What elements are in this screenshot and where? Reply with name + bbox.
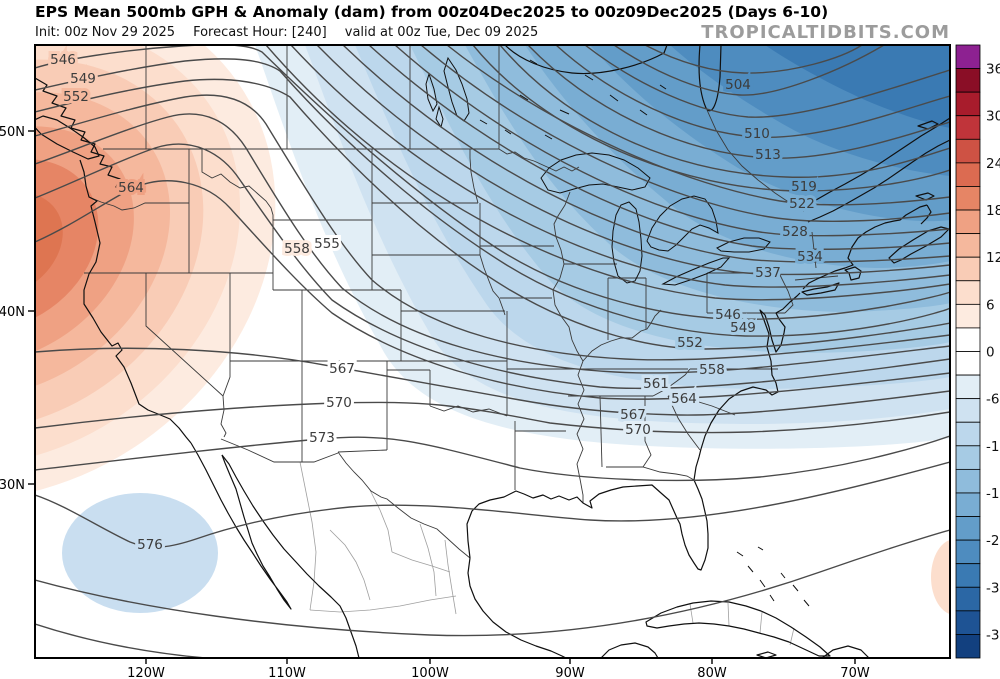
colorbar-tick-label: -36 bbox=[986, 627, 1000, 643]
contour-label: 564 bbox=[118, 180, 144, 196]
contour-label: 567 bbox=[620, 407, 646, 423]
contour-label: 558 bbox=[699, 362, 725, 378]
contour-label: 552 bbox=[677, 335, 703, 351]
colorbar-cell bbox=[955, 209, 981, 235]
colorbar-cell bbox=[955, 138, 981, 164]
positive-anomaly-shading bbox=[35, 45, 950, 615]
contour-label: 573 bbox=[309, 430, 335, 446]
colorbar-cell bbox=[955, 586, 981, 612]
lon-tick-label: 90W bbox=[555, 666, 585, 679]
height-contour-lines bbox=[35, 45, 950, 658]
colorbar-cell bbox=[955, 398, 981, 423]
contour-label: 510 bbox=[744, 126, 770, 142]
colorbar-tick-label: -18 bbox=[986, 486, 1000, 502]
contour-label: 558 bbox=[284, 241, 310, 257]
contour-label: 570 bbox=[326, 395, 352, 411]
colorbar-tick-label: 30 bbox=[986, 109, 1000, 125]
contour-label: 534 bbox=[797, 249, 823, 265]
colorbar-tick-label: 36 bbox=[986, 62, 1000, 78]
colorbar: 36 30 24 18 12 6 0 -6 -12 -18 -24 -30 -36 bbox=[955, 44, 1000, 659]
contour-label: 564 bbox=[671, 391, 697, 407]
subtitle-line: Init: 00z Nov 29 2025 Forecast Hour: [240… bbox=[35, 25, 556, 40]
map-frame bbox=[34, 44, 951, 659]
negative-anomaly-shading bbox=[62, 45, 950, 613]
colorbar-tick-label: 24 bbox=[986, 156, 1000, 172]
colorbar-cell bbox=[955, 327, 981, 352]
colorbar-cell bbox=[955, 233, 981, 258]
colorbar-tick-label: 18 bbox=[986, 203, 1000, 219]
colorbar-cell bbox=[955, 634, 981, 659]
colorbar-tick-label: 6 bbox=[986, 297, 995, 313]
colorbar-cell bbox=[955, 374, 981, 400]
lakes bbox=[425, 56, 810, 607]
init-text: Init: 00z Nov 29 2025 bbox=[35, 25, 176, 40]
colorbar-tick-label: -12 bbox=[986, 439, 1000, 455]
contour-label: 546 bbox=[715, 307, 741, 323]
colorbar-tick-label: -6 bbox=[986, 392, 999, 408]
colorbar-cell bbox=[955, 351, 981, 376]
latitude-axis: 50N 40N 30N bbox=[0, 125, 35, 493]
contour-label: 549 bbox=[730, 320, 756, 336]
lon-tick-label: 100W bbox=[411, 666, 449, 679]
colorbar-cell bbox=[955, 610, 981, 635]
contour-label: 528 bbox=[782, 224, 808, 240]
atlantic-positive-blob bbox=[931, 539, 950, 615]
colorbar-cell bbox=[955, 280, 981, 305]
colorbar-cell bbox=[955, 91, 981, 117]
colorbar-tick-label: -24 bbox=[986, 533, 1000, 549]
contour-label: 576 bbox=[137, 537, 163, 553]
contour-label: 570 bbox=[625, 422, 651, 438]
colorbar-cell bbox=[955, 445, 981, 470]
contour-label: 522 bbox=[789, 196, 815, 212]
contour-label: 546 bbox=[50, 52, 76, 68]
contour-label: 504 bbox=[725, 77, 751, 93]
contour-label: 549 bbox=[70, 71, 96, 87]
baja-negative-blob bbox=[62, 493, 218, 613]
colorbar-cell bbox=[955, 516, 981, 541]
colorbar-cell bbox=[955, 256, 981, 282]
colorbar-tick-label: 12 bbox=[986, 250, 1000, 266]
contour-label: 555 bbox=[314, 236, 340, 252]
page-title: EPS Mean 500mb GPH & Anomaly (dam) from … bbox=[35, 3, 829, 21]
lat-tick-label: 40N bbox=[0, 305, 25, 320]
colorbar-cell bbox=[955, 492, 981, 517]
lon-tick-label: 80W bbox=[697, 666, 727, 679]
colorbar-cell bbox=[955, 303, 981, 329]
lat-tick-label: 30N bbox=[0, 478, 25, 493]
contour-label: 537 bbox=[755, 265, 781, 281]
colorbar-tick-label: -30 bbox=[986, 580, 1000, 596]
colorbar-cell bbox=[955, 421, 981, 447]
colorbar-cell bbox=[955, 539, 981, 565]
contour-label: 513 bbox=[755, 147, 781, 163]
colorbar-cell bbox=[955, 162, 981, 187]
longitude-axis: 120W 110W 100W 90W 80W 70W bbox=[127, 658, 870, 679]
lon-tick-label: 70W bbox=[840, 666, 870, 679]
colorbar-cell bbox=[955, 186, 981, 211]
lon-tick-label: 110W bbox=[268, 666, 306, 679]
colorbar-cell bbox=[955, 44, 981, 69]
colorbar-cell bbox=[955, 115, 981, 140]
contour-label: 519 bbox=[791, 179, 817, 195]
valid-time-text: valid at 00z Tue, Dec 09 2025 bbox=[344, 25, 539, 40]
colorbar-tick-label: 0 bbox=[986, 345, 995, 361]
colorbar-cell bbox=[955, 468, 981, 494]
lat-tick-label: 50N bbox=[0, 125, 25, 140]
mexico-state-borders bbox=[299, 461, 795, 646]
contour-label: 561 bbox=[643, 376, 669, 392]
contour-label: 552 bbox=[63, 89, 89, 105]
colorbar-cell bbox=[955, 68, 981, 93]
watermark-text: TROPICALTIDBITS.COM bbox=[701, 22, 950, 43]
contour-label: 567 bbox=[329, 361, 355, 377]
lon-tick-label: 120W bbox=[127, 666, 165, 679]
colorbar-cell bbox=[955, 563, 981, 588]
forecast-hour-text: Forecast Hour: [240] bbox=[193, 25, 327, 40]
